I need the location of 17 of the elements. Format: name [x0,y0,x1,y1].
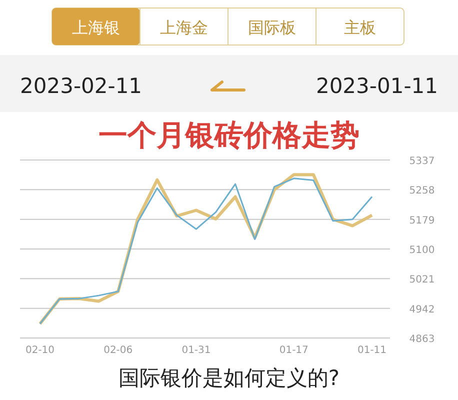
chart-title: 一个月银砖价格走势 [98,118,360,152]
text: 国际银价是如何定义的? [118,366,340,390]
tabs: 上海银 上海金 国际板 主板 [52,8,404,46]
y-tick-label: 5021 [409,274,435,286]
x-tick-label: 02-10 [25,345,55,356]
text: 2023-02-11 [20,74,142,98]
y-tick-label: 4863 [409,334,435,345]
x-tick-label: 02-06 [104,345,133,356]
x-tick-label: 01-17 [279,345,308,356]
x-tick-label: 01-11 [357,345,387,356]
y-tick-label: 4942 [409,304,435,316]
x-tick-label: 01-31 [182,345,211,356]
text: 2023-01-11 [316,74,438,98]
y-tick-label: 5337 [409,156,435,167]
y-tick-label: 5258 [409,186,435,197]
y-tick-label: 5179 [409,215,435,226]
y-tick-label: 5100 [409,245,435,256]
